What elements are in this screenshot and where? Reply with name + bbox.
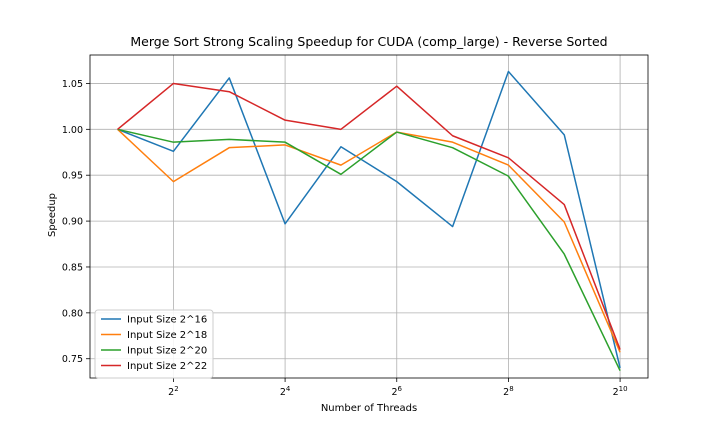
y-tick-label: 0.90 [62,217,83,228]
legend-box [94,309,214,379]
series-line-3 [117,128,621,371]
series-line-2 [117,128,621,353]
x-tick-base: 2 [280,387,286,398]
x-tick-label: 210 [613,385,628,398]
x-tick-base: 2 [168,387,174,398]
legend-label: Input Size 2^22 [127,361,207,372]
x-tick-label: 28 [503,385,514,398]
x-tick-exponent: 10 [619,385,628,393]
x-tick-label: 24 [280,385,291,398]
plot-frame [89,54,649,379]
chart-title: Merge Sort Strong Scaling Speedup for CU… [130,34,607,49]
y-tick-label: 0.80 [62,308,83,319]
x-tick-base: 2 [613,387,619,398]
x-tick-label: 22 [168,385,179,398]
legend-label: Input Size 2^20 [127,346,207,357]
y-axis-label: Speedup [47,193,58,237]
x-tick-base: 2 [391,387,397,398]
series-line-4 [117,82,621,350]
legend-label: Input Size 2^16 [127,315,207,326]
y-tick-label: 1.00 [62,125,83,136]
legend-label: Input Size 2^18 [127,330,207,341]
x-tick-exponent: 2 [174,385,178,393]
x-tick-exponent: 8 [509,385,513,393]
x-axis-label: Number of Threads [321,403,417,414]
x-tick-exponent: 4 [286,385,291,393]
x-tick-label: 26 [391,385,402,398]
y-tick-label: 0.85 [62,262,83,273]
series-line-1 [117,70,621,369]
y-tick-label: 0.95 [62,171,83,182]
x-tick-exponent: 6 [398,385,403,393]
y-tick-label: 0.75 [62,354,83,365]
y-tick-label: 1.05 [62,79,83,90]
x-tick-base: 2 [503,387,509,398]
